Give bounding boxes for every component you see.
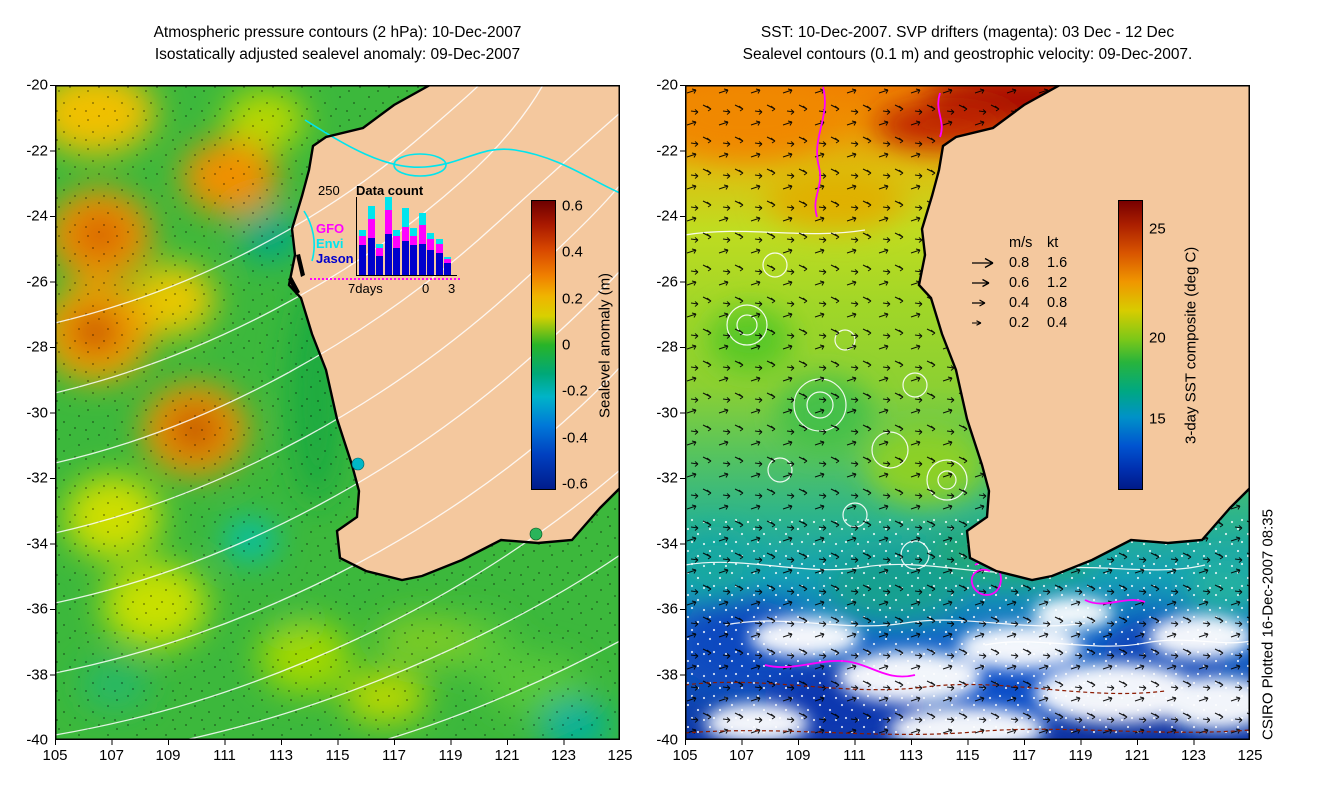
right-y-tick-marks <box>680 85 685 740</box>
data-count-inset: 250 Data count GFO Envi Jason 7days 0 3 <box>310 183 462 297</box>
series-label-gfo: GFO <box>316 221 345 236</box>
drifter-history-tracks <box>685 681 1250 735</box>
left-y-tick-labels: -20 -22 -24 -26 -28 -30 -32 -34 -36 -38 -40 <box>26 76 48 749</box>
velocity-arrow-icon <box>972 278 990 288</box>
inset-ymax-label: 250 <box>318 183 340 198</box>
sst-map-canvas <box>685 85 1250 740</box>
credit-text: CSIRO Plotted 16-Dec-2007 08:35 <box>1259 509 1277 740</box>
left-x-tick-marks <box>55 740 620 745</box>
series-label-envi: Envi <box>316 236 344 251</box>
sst-map: m/s kt 0.8 1.6 0.6 1.2 0.4 0.8 <box>685 85 1250 740</box>
velocity-legend-row: 0.6 1.2 <box>971 273 1085 293</box>
right-title-line2: Sealevel contours (0.1 m) and geostrophi… <box>742 46 1193 63</box>
sealevel-colorbar-label: Sealevel anomaly (m) <box>596 272 614 418</box>
velocity-legend-row: 0.8 1.6 <box>971 253 1085 273</box>
velocity-kt-value: 1.2 <box>1047 275 1068 291</box>
velocity-legend-ms-header: m/s <box>1009 235 1033 251</box>
left-title-line1: Atmospheric pressure contours (2 hPa): 1… <box>153 24 522 41</box>
pressure-contours <box>55 85 620 740</box>
velocity-ms-value: 0.6 <box>1009 275 1030 291</box>
inset-bars <box>359 197 453 275</box>
left-y-tick-marks <box>50 85 55 740</box>
station-dot-west <box>351 457 365 471</box>
series-label-jason: Jason <box>316 251 354 266</box>
velocity-ms-value: 0.2 <box>1009 315 1030 331</box>
velocity-arrow-icon <box>972 320 982 326</box>
inset-x-left-label: 7days <box>348 281 383 296</box>
axes-frame <box>685 85 1250 740</box>
axes-frame <box>55 85 620 740</box>
right-y-tick-labels: -20 -22 -24 -26 -28 -30 -32 -34 -36 -38 -40 <box>656 76 678 749</box>
inset-x-zero-label: 0 <box>422 281 430 296</box>
inset-title: Data count <box>356 183 424 198</box>
velocity-legend: m/s kt 0.8 1.6 0.6 1.2 0.4 0.8 <box>971 235 1085 333</box>
sealevel-colorbar: 0.6 0.4 0.2 0 -0.2 -0.4 -0.6 <box>531 197 588 493</box>
inset-magenta-baseline <box>310 278 460 280</box>
velocity-kt-value: 0.4 <box>1047 315 1068 331</box>
inset-x-right-label: 3 <box>448 281 456 296</box>
velocity-kt-value: 1.6 <box>1047 255 1068 271</box>
sealevel-anomaly-map: 250 Data count GFO Envi Jason 7days 0 3 … <box>55 85 620 740</box>
velocity-arrow-icon <box>972 299 986 307</box>
velocity-kt-value: 0.8 <box>1047 295 1068 311</box>
right-x-tick-marks <box>685 740 1250 745</box>
cyan-contour <box>303 119 620 262</box>
right-title-line1: SST: 10-Dec-2007. SVP drifters (magenta)… <box>760 24 1175 41</box>
velocity-ms-value: 0.8 <box>1009 255 1030 271</box>
inset-series-labels: GFO Envi Jason <box>316 221 354 266</box>
right-x-tick-labels: 105 107 109 111 113 115 117 119 121 123 125 <box>672 747 1263 764</box>
velocity-legend-kt-header: kt <box>1047 235 1059 251</box>
sealevel-colorbar-gradient <box>531 200 556 490</box>
velocity-legend-row: 0.4 0.8 <box>971 293 1085 313</box>
sst-colorbar-label: 3-day SST composite (deg C) <box>1182 246 1200 444</box>
velocity-legend-header: m/s kt <box>971 235 1085 251</box>
left-title-line2: Isostatically adjusted sealevel anomaly:… <box>154 46 521 63</box>
sst-colorbar: 25 20 15 <box>1118 200 1166 490</box>
left-x-tick-labels: 105 107 109 111 113 115 117 119 121 123 125 <box>42 747 633 764</box>
shark-bay-peninsulas <box>288 254 305 295</box>
velocity-arrow-icon <box>972 257 994 269</box>
station-dot-south <box>529 527 543 541</box>
velocity-ms-value: 0.4 <box>1009 295 1030 311</box>
inset-plot <box>356 197 457 276</box>
velocity-legend-row: 0.2 0.4 <box>971 313 1085 333</box>
sst-colorbar-gradient <box>1118 200 1143 490</box>
sealevel-anomaly-map-canvas <box>55 85 620 740</box>
